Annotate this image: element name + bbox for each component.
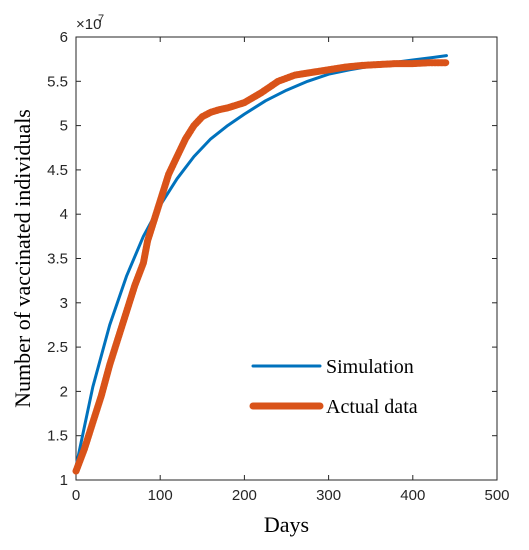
x-tick-label: 300 (316, 487, 341, 504)
x-tick-label: 500 (484, 487, 509, 504)
y-tick-label: 1.5 (47, 428, 68, 445)
series-layer (72, 54, 450, 475)
series-line-actual-data (72, 59, 450, 475)
legend: Simulation Actual data (249, 356, 418, 418)
x-tick-label: 0 (72, 487, 80, 504)
y-multiplier-label: ×10 (76, 16, 101, 33)
y-tick-label: 2.5 (47, 339, 68, 356)
y-tick-label: 2 (60, 383, 68, 400)
y-tick-label: 6 (60, 29, 68, 46)
y-tick-label: 5.5 (47, 73, 68, 90)
y-axis-title: Number of vaccinated individuals (10, 109, 35, 408)
y-axis-ticks: 1 1.5 2 2.5 3 3.5 4 4.5 5 5.5 6 (47, 29, 497, 489)
y-tick-label: 3 (60, 295, 68, 312)
x-axis-ticks: 0 100 200 300 400 500 (72, 37, 510, 504)
legend-label-actual-data: Actual data (326, 396, 418, 418)
axes-box (75, 36, 498, 481)
y-tick-label: 3.5 (47, 251, 68, 268)
plot-area (75, 36, 498, 481)
y-tick-label: 5 (60, 118, 68, 135)
x-axis-title: Days (264, 512, 309, 537)
legend-label-simulation: Simulation (326, 356, 414, 378)
y-tick-label: 4 (60, 206, 68, 223)
x-tick-label: 100 (148, 487, 173, 504)
x-tick-label: 400 (400, 487, 425, 504)
y-tick-label: 4.5 (47, 162, 68, 179)
x-tick-label: 200 (232, 487, 257, 504)
y-multiplier-exponent: 7 (98, 13, 104, 25)
y-tick-label: 1 (60, 472, 68, 489)
